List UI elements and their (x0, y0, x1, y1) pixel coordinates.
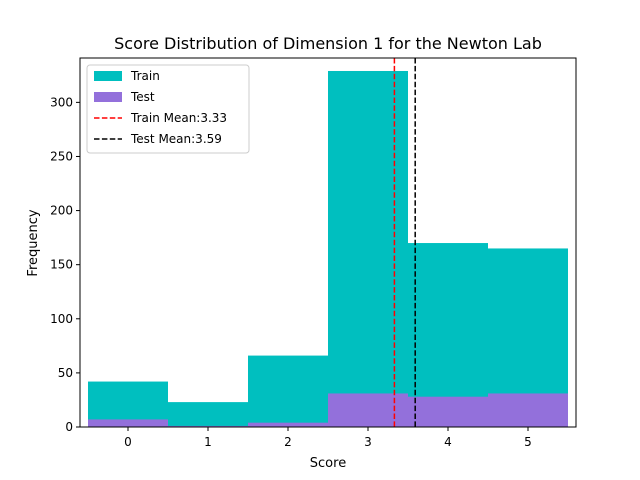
x-tick-label: 1 (204, 435, 212, 449)
bar-train-3 (328, 70, 408, 427)
legend-label-train: Train (130, 69, 160, 83)
chart-title: Score Distribution of Dimension 1 for th… (114, 34, 542, 53)
x-tick-label: 2 (284, 435, 292, 449)
y-tick-label: 50 (58, 366, 73, 380)
bar-train-2 (248, 355, 328, 427)
x-tick-label: 5 (524, 435, 532, 449)
y-tick-label: 300 (50, 95, 73, 109)
legend-label-train-mean: Train Mean:3.33 (130, 111, 227, 125)
legend-label-test-mean: Test Mean:3.59 (130, 132, 222, 146)
axes-frame (79, 57, 577, 428)
x-tick-label: 0 (124, 435, 132, 449)
x-tick-label: 3 (364, 435, 372, 449)
bar-test-5 (488, 393, 568, 427)
y-tick-label: 150 (50, 258, 73, 272)
bar-test-1 (168, 425, 248, 427)
y-axis-label: Frequency (26, 209, 41, 276)
bar-test-4 (408, 396, 488, 427)
y-tick-label: 200 (50, 204, 73, 218)
y-tick-label: 100 (50, 312, 73, 326)
legend-label-test: Test (130, 90, 155, 104)
bar-train-1 (168, 402, 248, 427)
x-tick-label: 4 (444, 435, 452, 449)
y-tick-label: 0 (65, 420, 73, 434)
legend-box (86, 64, 250, 154)
bar-test-3 (328, 393, 408, 427)
legend-swatch-train (94, 71, 122, 81)
legend: Train Test Train Mean:3.33 Test Mean:3.59 (86, 64, 250, 154)
legend-swatch-test (94, 92, 122, 102)
x-axis-label: Score (310, 456, 346, 471)
bar-test-0 (88, 419, 168, 427)
bar-test-2 (248, 422, 328, 427)
y-tick-label: 250 (50, 149, 73, 163)
bar-train-4 (408, 243, 488, 427)
